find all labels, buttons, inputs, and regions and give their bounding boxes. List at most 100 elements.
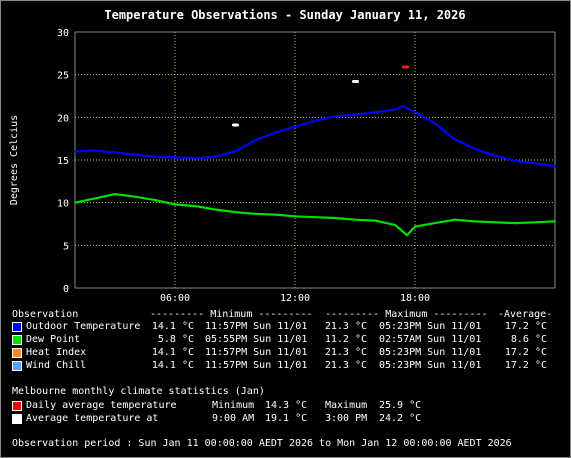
outdoor-swatch: [12, 322, 22, 332]
heat-swatch: [12, 348, 22, 358]
row-max: 11.2 °C: [324, 334, 367, 345]
row-avg: 17.2 °C: [504, 321, 547, 332]
row-label: Outdoor Temperature: [26, 321, 141, 332]
wind-swatch: [12, 361, 22, 371]
y-tick-label: 0: [63, 284, 69, 295]
daily-min-label: Minimum: [212, 400, 255, 411]
data-point: [494, 154, 496, 157]
header-observation: Observation: [12, 309, 79, 320]
row-avg: 17.2 °C: [504, 347, 547, 358]
data-point: [434, 222, 436, 224]
data-point: [294, 125, 296, 128]
average-temperature-swatch: [12, 414, 22, 424]
row-min: 14.1 °C: [151, 321, 194, 332]
average-marker: [402, 65, 409, 69]
data-point: [74, 201, 76, 204]
row-avg: 8.6 °C: [510, 334, 547, 345]
row-min-time: 11:57PM Sun 11/01: [205, 347, 308, 358]
data-point: [474, 220, 476, 223]
data-point: [114, 151, 116, 154]
row-min: 14.1 °C: [151, 360, 194, 371]
row-min-time: 11:57PM Sun 11/01: [205, 360, 308, 371]
data-point: [454, 218, 456, 221]
row-min: 5.8 °C: [157, 334, 194, 345]
row-min: 14.1 °C: [151, 347, 194, 358]
grid-lines: [75, 32, 555, 288]
data-point: [394, 108, 396, 111]
average-time-2: 3:00 PM: [325, 413, 368, 424]
data-point: [134, 154, 136, 156]
data-point: [94, 197, 96, 200]
average-time-1: 9:00 AM: [212, 413, 255, 424]
y-tick-label: 15: [57, 156, 69, 167]
observation-period: Observation period : Sun Jan 11 00:00:00…: [12, 438, 512, 449]
data-point: [234, 150, 236, 153]
header-minimum: --------- Minimum ---------: [150, 309, 313, 320]
row-min-time: 05:55PM Sun 11/01: [205, 334, 308, 345]
x-tick-label: 12:00: [280, 293, 310, 304]
data-point: [406, 234, 408, 236]
row-max-time: 05:23PM Sun 11/01: [379, 347, 482, 358]
data-point: [314, 216, 316, 218]
x-tick-label: 18:00: [400, 293, 430, 304]
y-tick-label: 10: [57, 199, 69, 210]
dew-swatch: [12, 335, 22, 345]
row-avg: 17.2 °C: [504, 360, 547, 371]
daily-average-label: Daily average temperature: [26, 400, 177, 411]
data-point: [254, 212, 256, 215]
data-point: [334, 115, 336, 118]
y-tick-labels: 0 5 10 15 20 25 30: [57, 28, 69, 295]
data-point: [374, 219, 376, 222]
average-marker: [232, 123, 239, 127]
x-tick-labels: 06:00 12:00 18:00: [160, 293, 430, 304]
y-tick-label: 30: [57, 28, 69, 39]
data-point: [214, 155, 216, 158]
data-point: [474, 148, 476, 150]
data-point: [174, 156, 176, 159]
data-point: [154, 199, 156, 201]
header-average: -Average-: [498, 309, 553, 320]
data-point: [414, 225, 416, 228]
daily-average-swatch: [12, 401, 22, 411]
daily-min-value: 14.3 °C: [265, 400, 308, 411]
daily-max-value: 25.9 °C: [379, 400, 422, 411]
data-point: [114, 193, 116, 195]
row-max: 21.3 °C: [324, 321, 367, 332]
data-point: [274, 131, 276, 134]
daily-max-label: Maximum: [325, 400, 368, 411]
series-lines: [74, 105, 556, 237]
average-value-2: 24.2 °C: [379, 413, 422, 424]
row-max-time: 05:23PM Sun 11/01: [379, 360, 482, 371]
row-label: Dew Point: [26, 334, 81, 345]
data-point: [194, 205, 196, 207]
data-point: [394, 224, 396, 226]
outdoor-temperature-line: [74, 105, 556, 168]
data-point: [434, 122, 436, 125]
header-maximum: --------- Maximum ---------: [325, 309, 488, 320]
climate-title: Melbourne monthly climate statistics (Ja…: [12, 386, 265, 397]
row-min-time: 11:57PM Sun 11/01: [205, 321, 308, 332]
y-tick-label: 25: [57, 71, 69, 82]
y-axis-label: Degrees Celcius: [9, 115, 20, 205]
data-point: [374, 111, 376, 114]
chart-title: Temperature Observations - Sunday Januar…: [104, 8, 465, 22]
row-max: 21.3 °C: [324, 360, 367, 371]
data-point: [334, 217, 336, 219]
average-marker: [352, 79, 359, 83]
data-point: [134, 195, 136, 198]
data-point: [354, 218, 356, 221]
data-point: [74, 150, 76, 153]
data-point: [174, 203, 176, 206]
data-point: [214, 208, 216, 211]
average-value-1: 19.1 °C: [265, 413, 308, 424]
data-point: [534, 221, 536, 224]
data-point: [234, 211, 236, 213]
row-label: Heat Index: [26, 347, 87, 358]
row-label: Wind Chill: [26, 360, 87, 371]
data-point: [494, 221, 496, 224]
data-point: [94, 149, 96, 152]
temperature-chart: Temperature Observations - Sunday Januar…: [9, 8, 556, 304]
data-point: [554, 220, 556, 223]
data-point: [194, 157, 196, 160]
climate-markers: [232, 65, 409, 127]
